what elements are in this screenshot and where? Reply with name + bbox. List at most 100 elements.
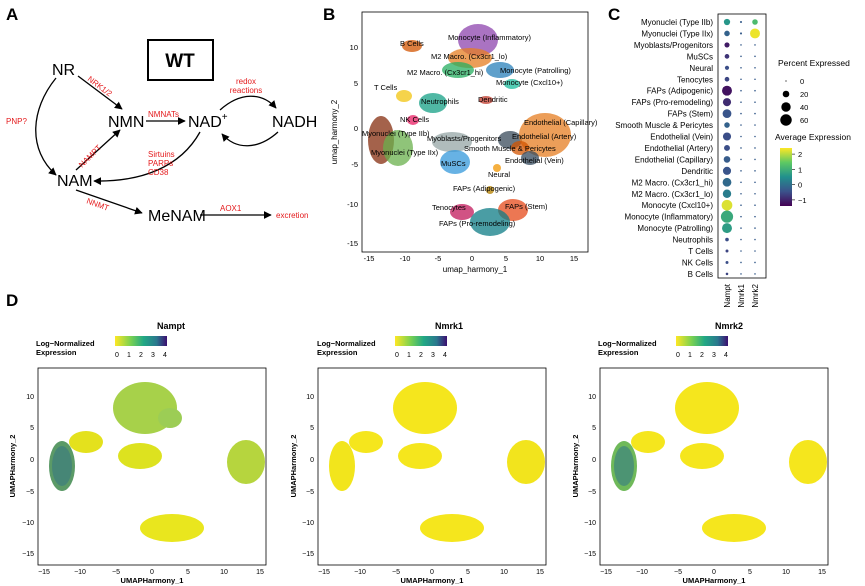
cluster-monocyte-inflammatory [458,24,498,56]
label-endo-cap: Endothelial (Capillary) [524,118,598,127]
arrow-nr-nmn [77,75,123,110]
label-m2-hi: M2 Macro. (Cx3cr1_hi) [407,68,484,77]
dotplot-dot [725,249,729,253]
umap-b-ytick: 0 [354,124,358,133]
cluster-monocyte-patrolling [486,62,514,78]
umap-b-labels: B Cells Monocyte (Inflammatory) M2 Macro… [362,33,598,228]
color-legend-label: 1 [798,165,802,174]
panel-a-letter: A [6,5,18,24]
dotplot-row-label: Myonuclei (Type IIx) [641,29,713,38]
dotplot-dot [754,158,756,161]
dotplot-dot [740,124,742,126]
dotplot-dot [740,147,742,149]
xtick: −10 [74,569,86,576]
cluster-endo-vein [521,151,539,165]
xtick: −10 [636,569,648,576]
node-nam: NAM [57,173,93,190]
dotplot-row-label: NK Cells [682,258,713,267]
cluster-tenocytes [450,204,474,220]
blob-upper [675,382,739,434]
node-nad: NAD+ [188,112,228,131]
dotplot-dot [754,192,756,195]
label-typeiib: Myonuclei (Type IIb) [362,129,430,138]
wt-label: WT [165,51,195,72]
dotplot-dot [722,132,732,141]
blob-mid [398,443,442,469]
dotplot-dot [754,261,756,264]
panel-d: D Nampt Log−Normalized Expression 0 1 2 … [6,291,829,585]
umap-b-ylabel: umap_harmony_2 [330,99,339,164]
color-legend-label: −1 [798,196,807,205]
label-endo-vein: Endothelial (Vein) [505,156,564,165]
legend-tick: 4 [443,352,447,359]
arrow-nam-nmn [75,129,121,171]
dotplot-dot [723,18,731,26]
enzyme-nrk: NRK1/2 [86,74,114,98]
dotplot-row-label: M2 Macro. (Cx3cr1_lo) [632,190,714,199]
label-fap-pro: FAPs (Pro-remodeling) [439,219,516,228]
dotplot-dot [754,78,756,81]
size-legend-label: 0 [800,77,804,86]
legend-tick: 1 [407,352,411,359]
dotplot-row-label: Myonuclei (Type IIb) [641,18,713,27]
dotplot-dot [740,261,742,264]
feature-xaxis: −15 −10 −5 0 5 10 15 UMAPHarmony_1 [600,569,826,585]
dotplot-dot [740,55,742,58]
xtick: −5 [112,569,120,576]
feature-plot-nmrk1: Nmrk1 Log−Normalized Expression 0 1 2 3 … [289,321,547,585]
cluster-b-cells [402,40,422,52]
umap-b-xtick: 15 [570,254,578,263]
feature-title: Nampt [157,321,185,331]
xtick: −15 [318,569,330,576]
dotplot-dot [740,192,742,195]
node-nmn: NMN [108,114,144,131]
cluster-nk [407,115,419,125]
dotplot-dot [740,227,742,229]
cluster-dendritic [479,96,493,104]
dotplot-dot [725,237,729,242]
blob-mid [680,443,724,469]
dotplot-dot [754,124,756,126]
panel-c: C Myonuclei (Type IIb)Myonuclei (Type II… [608,5,851,308]
dotplot-dot [725,272,729,276]
dotplot-dot [754,250,756,252]
size-legend-label: 40 [800,103,808,112]
label-smooth: Smooth Muscle & Pericytes [464,144,556,153]
blob-myonuclei-dots [614,446,634,486]
feature-plot-nampt: Nampt Log−Normalized Expression 0 1 2 3 … [8,321,267,585]
dotplot-dot [721,199,733,211]
ytick: 5 [310,425,314,432]
dotplot-dot [724,30,730,37]
xtick: 5 [186,569,190,576]
dotplot-row-label: Endothelial (Artery) [645,144,714,153]
dotplot-dot [740,67,742,69]
blob-left [349,431,383,453]
xtick: 15 [256,569,264,576]
node-menam: MeNAM [148,208,206,225]
xtick: 0 [430,569,434,576]
excretion-label: excretion [276,211,308,220]
ytick: 0 [30,457,34,464]
size-legend-dot [785,80,787,82]
dotplot-row-label: Smooth Muscle & Pericytes [615,121,713,130]
ytick: −5 [306,489,314,496]
label-fap-stem: FAPs (Stem) [505,202,548,211]
dotplot-dot [722,109,732,118]
dotplot-row-label: Dendritic [681,167,713,176]
ytick: −5 [588,489,596,496]
panel-d-letter: D [6,291,18,310]
dotplot-dot [740,204,742,206]
label-myoblasts: Myoblasts/Progenitors [427,134,501,143]
cluster-endo-capillary [519,113,571,157]
umap-b-xtick: -10 [400,254,411,263]
feature-title: Nmrk1 [435,321,463,331]
ytick: −10 [22,520,34,527]
dotplot-row-label: Monocyte (Cxcl10+) [642,201,714,210]
dotplot-dot [740,181,742,184]
ylabel: UMAPHarmony_2 [571,435,580,498]
dotplot-dot [754,273,756,275]
label-dendritic: Dendritic [478,95,508,104]
dotplot-dot [750,28,760,39]
node-nr: NR [52,62,75,79]
cluster-neural [493,164,501,172]
